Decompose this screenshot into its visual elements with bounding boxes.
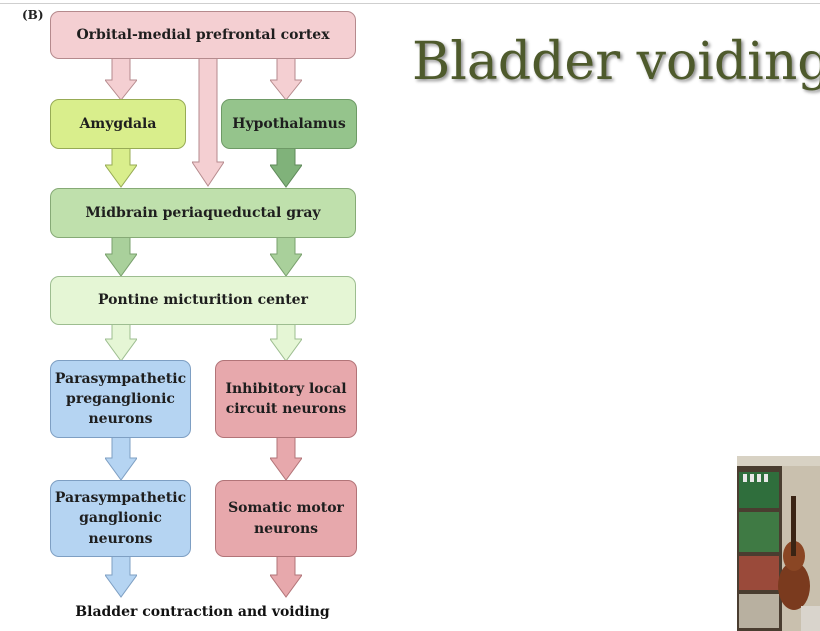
node-label-line: neurons [88, 530, 153, 547]
node-somatic-motor-neurons: Somatic motor neurons [215, 480, 357, 557]
presenter-video-thumbnail [737, 456, 820, 631]
node-midbrain-periaqueductal-gray: Midbrain periaqueductal gray [50, 188, 356, 238]
node-inhibitory-local-circuit-neurons: Inhibitory local circuit neurons [215, 360, 357, 438]
node-label: Hypothalamus [232, 115, 346, 132]
node-parasympathetic-ganglionic-neurons: Parasympathetic ganglionic neurons [50, 480, 191, 557]
node-label-line: preganglionic [66, 390, 175, 407]
slide-title: Bladder voiding [412, 32, 820, 92]
arrow-para-gang-to-output [105, 555, 137, 598]
arrow-para-pre-to-para-gang [105, 436, 137, 481]
node-label-line: Parasympathetic [54, 370, 187, 387]
arrow-pag-to-pmc-left [105, 236, 137, 277]
output-caption: Bladder contraction and voiding [75, 604, 330, 620]
arrow-inhib-to-somatic [270, 436, 302, 481]
node-label: Parasympathetic ganglionic neurons [55, 488, 186, 549]
node-label: Pontine micturition center [98, 292, 308, 309]
arrow-ompfc-to-pag [192, 58, 224, 187]
top-divider [0, 3, 820, 4]
arrow-pmc-to-para-pre [105, 323, 137, 362]
node-label-line: Parasympathetic [54, 490, 187, 507]
node-amygdala: Amygdala [50, 99, 186, 149]
arrow-hypothalamus-to-pag [270, 147, 302, 188]
node-label: Somatic motor neurons [228, 498, 344, 539]
node-label: Amygdala [79, 115, 157, 132]
node-pontine-micturition-center: Pontine micturition center [50, 276, 356, 325]
node-label-line: Somatic motor [228, 500, 344, 517]
node-label-line: ganglionic [79, 510, 162, 527]
node-label-line: neurons [253, 520, 319, 537]
node-hypothalamus: Hypothalamus [221, 99, 357, 149]
arrow-ompfc-to-amygdala [105, 58, 137, 101]
arrow-pag-to-pmc-right [270, 236, 302, 277]
node-orbital-medial-prefrontal-cortex: Orbital-medial prefrontal cortex [50, 11, 356, 59]
node-label-line: Inhibitory local [225, 380, 347, 397]
node-label-line: neurons [88, 411, 153, 428]
panel-label: (B) [22, 8, 44, 22]
node-label: Parasympathetic preganglionic neurons [55, 369, 186, 430]
node-parasympathetic-preganglionic-neurons: Parasympathetic preganglionic neurons [50, 360, 191, 438]
video-frame-icon [737, 456, 820, 631]
arrow-amygdala-to-pag [105, 147, 137, 188]
node-label: Midbrain periaqueductal gray [85, 204, 321, 221]
arrow-ompfc-to-hypothalamus [270, 58, 302, 101]
node-label: Inhibitory local circuit neurons [225, 379, 346, 420]
arrow-somatic-to-output [270, 555, 302, 598]
arrow-pmc-to-inhib [270, 323, 302, 362]
node-label: Orbital-medial prefrontal cortex [76, 26, 330, 43]
node-label-line: circuit neurons [225, 401, 347, 417]
